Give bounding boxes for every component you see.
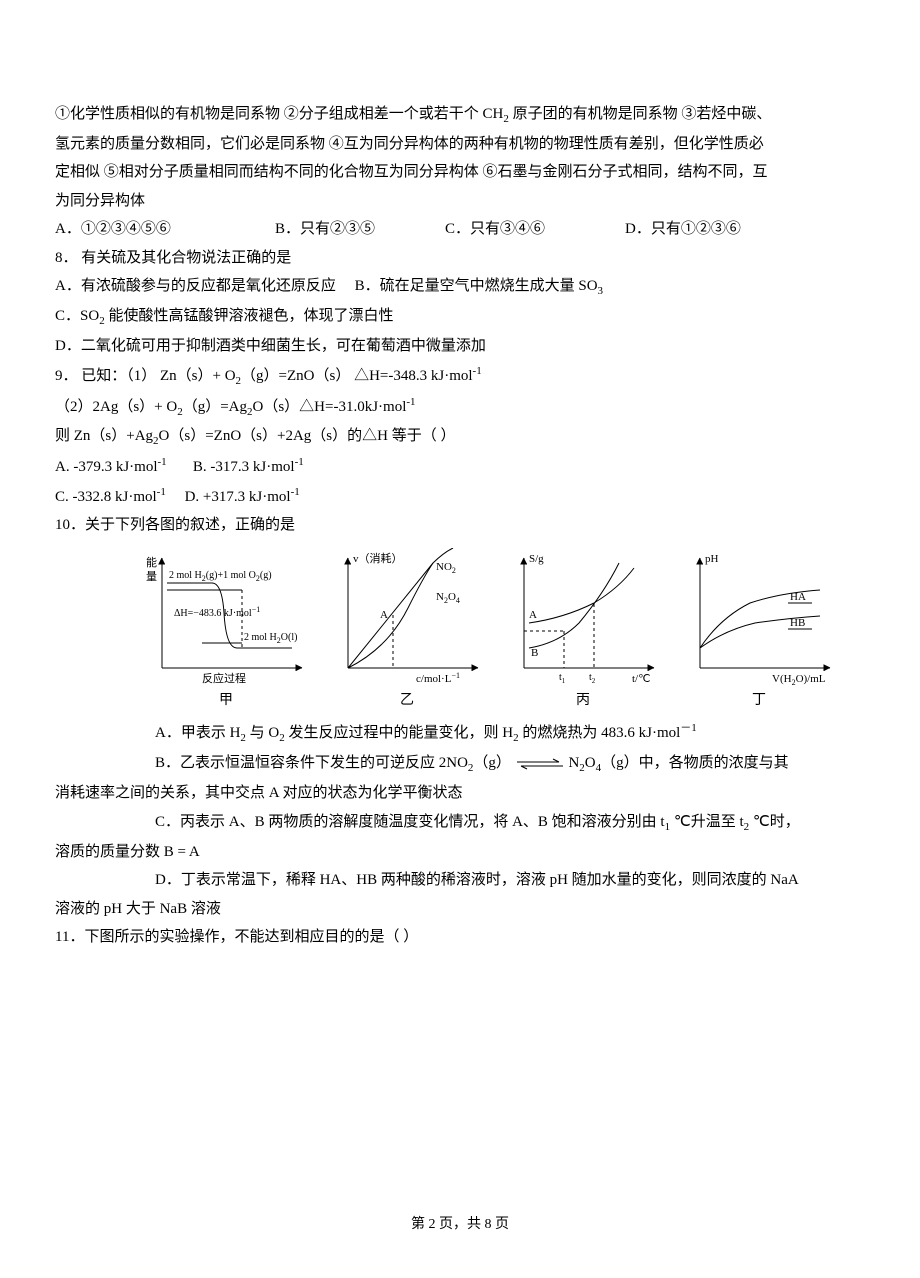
chart-yi: v（消耗） NO2 N2O4 A c/mol·L−1 乙 — [328, 548, 486, 715]
svg-text:A: A — [529, 609, 537, 621]
chart-yi-svg: v（消耗） NO2 N2O4 A c/mol·L−1 — [328, 548, 486, 686]
q7-option-a: A．①②③④⑤⑥ — [55, 215, 275, 244]
page-footer: 第 2 页，共 8 页 — [55, 1212, 865, 1239]
q9-options-row2: C. -332.8 kJ·mol-1 D. +317.3 kJ·mol-1 — [55, 482, 865, 512]
svg-text:v（消耗）: v（消耗） — [353, 551, 403, 565]
q10-option-c-l2: 溶质的质量分数 B = A — [55, 838, 865, 867]
svg-text:反应过程: 反应过程 — [202, 671, 246, 685]
q7-option-b: B．只有②③⑤ — [275, 215, 445, 244]
svg-text:t2: t2 — [589, 672, 596, 685]
svg-text:量: 量 — [146, 570, 157, 583]
chart-yi-caption: 乙 — [328, 688, 486, 715]
page-content: ①化学性质相似的有机物是同系物 ②分子组成相差一个或若干个 CH2 原子团的有机… — [55, 100, 865, 952]
svg-text:t1: t1 — [559, 672, 566, 685]
q7-option-d: D．只有①②③⑥ — [625, 215, 805, 244]
q7-option-c: C．只有③④⑥ — [445, 215, 625, 244]
q9-stem-2: （2）2Ag（s）+ O2（g）=Ag2O（s）△H=-31.0kJ·mol-1 — [55, 392, 865, 423]
svg-text:c/mol·L−1: c/mol·L−1 — [416, 671, 460, 685]
svg-text:2 mol H2O(l): 2 mol H2O(l) — [244, 632, 297, 645]
q10-charts: 能 量 2 mol H2(g)+1 mol O2(g) ΔH=−483.6 kJ… — [115, 548, 865, 715]
q10-option-d-l2: 溶液的 pH 大于 NaB 溶液 — [55, 895, 865, 924]
intro-line-4: 为同分异构体 — [55, 187, 865, 216]
intro-line-1: ①化学性质相似的有机物是同系物 ②分子组成相差一个或若干个 CH2 原子团的有机… — [55, 100, 865, 130]
equilibrium-arrow-icon — [515, 758, 565, 770]
q9-stem-1: 9． 已知：（1） Zn（s）+ O2（g）=ZnO（s） △H=-348.3 … — [55, 361, 865, 392]
svg-text:A: A — [380, 609, 388, 621]
chart-bing: S/g A B t1 t2 t/℃ 丙 — [504, 548, 662, 715]
svg-text:N2O4: N2O4 — [436, 591, 460, 605]
chart-bing-svg: S/g A B t1 t2 t/℃ — [504, 548, 662, 686]
q9-stem-3: 则 Zn（s）+Ag2O（s）=ZnO（s）+2Ag（s）的△H 等于（ ） — [55, 422, 865, 452]
q10-option-a: A．甲表示 H2 与 O2 发生反应过程中的能量变化，则 H2 的燃烧热为 48… — [55, 718, 865, 749]
chart-bing-caption: 丙 — [504, 688, 662, 715]
q10-option-d-l1: D．丁表示常温下，稀释 HA、HB 两种酸的稀溶液时，溶液 pH 随加水量的变化… — [55, 866, 865, 895]
intro-line-2: 氢元素的质量分数相同，它们必是同系物 ④互为同分异构体的两种有机物的物理性质有差… — [55, 130, 865, 159]
intro-line-3: 定相似 ⑤相对分子质量相同而结构不同的化合物互为同分异构体 ⑥石墨与金刚石分子式… — [55, 158, 865, 187]
chart-jia-svg: 能 量 2 mol H2(g)+1 mol O2(g) ΔH=−483.6 kJ… — [142, 548, 310, 686]
q7-options: A．①②③④⑤⑥ B．只有②③⑤ C．只有③④⑥ D．只有①②③⑥ — [55, 215, 865, 244]
chart-jia-ylabel: 能 — [146, 555, 157, 569]
svg-text:B: B — [531, 647, 538, 659]
svg-text:pH: pH — [705, 553, 719, 565]
q10-option-b-l1: B．乙表示恒温恒容条件下发生的可逆反应 2NO2（g） N2O4（g）中，各物质… — [55, 749, 865, 779]
q9-options-row1: A. -379.3 kJ·mol-1 B. -317.3 kJ·mol-1 — [55, 452, 865, 482]
chart-jia: 能 量 2 mol H2(g)+1 mol O2(g) ΔH=−483.6 kJ… — [142, 548, 310, 715]
svg-text:t/℃: t/℃ — [632, 673, 650, 685]
svg-text:S/g: S/g — [529, 553, 544, 565]
svg-text:2 mol H2(g)+1 mol O2(g): 2 mol H2(g)+1 mol O2(g) — [169, 570, 272, 583]
q11-stem: 11．下图所示的实验操作，不能达到相应目的的是（ ） — [55, 923, 865, 952]
svg-text:HB: HB — [790, 617, 805, 629]
q10-stem: 10．关于下列各图的叙述，正确的是 — [55, 511, 865, 540]
q8-stem: 8． 有关硫及其化合物说法正确的是 — [55, 244, 865, 273]
q8-line-ab: A．有浓硫酸参与的反应都是氧化还原反应 B．硫在足量空气中燃烧生成大量 SO3 — [55, 272, 865, 302]
chart-ding-svg: pH HA HB V(H2O)/mL — [680, 548, 838, 686]
q10-option-c-l1: C．丙表示 A、B 两物质的溶解度随温度变化情况，将 A、B 饱和溶液分别由 t… — [55, 808, 865, 838]
q8-option-c: C．SO2 能使酸性高锰酸钾溶液褪色，体现了漂白性 — [55, 302, 865, 332]
svg-text:HA: HA — [790, 591, 806, 603]
q10-option-b-l2: 消耗速率之间的关系，其中交点 A 对应的状态为化学平衡状态 — [55, 779, 865, 808]
svg-text:ΔH=−483.6 kJ·mol−1: ΔH=−483.6 kJ·mol−1 — [174, 605, 260, 619]
chart-jia-caption: 甲 — [142, 688, 310, 715]
svg-text:V(H2O)/mL: V(H2O)/mL — [772, 673, 826, 686]
chart-ding: pH HA HB V(H2O)/mL 丁 — [680, 548, 838, 715]
svg-text:NO2: NO2 — [436, 561, 456, 575]
q8-option-d: D．二氧化硫可用于抑制酒类中细菌生长，可在葡萄酒中微量添加 — [55, 332, 865, 361]
chart-ding-caption: 丁 — [680, 688, 838, 715]
